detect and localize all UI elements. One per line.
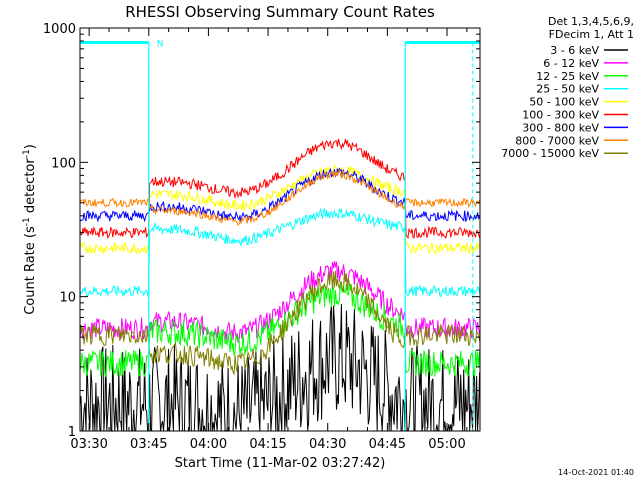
axis-layer: 1 10 100 1000 03:30 03:45 04:00 04:15 04:30 04:45…	[43, 22, 480, 452]
legend-header-line-2: FDecim 1, Att 1	[549, 28, 634, 41]
x-tick-label: 03:30	[70, 437, 107, 452]
legend-label-7: 300 - 800 keV	[522, 121, 599, 134]
series-line-4	[79, 207, 481, 298]
y-tick-label: 1	[68, 425, 76, 440]
series-line-9	[79, 270, 481, 376]
chart-title: RHESSI Observing Summary Count Rates	[125, 3, 435, 21]
legend-label-6: 100 - 300 keV	[522, 109, 599, 122]
generated-timestamp: 14-Oct-2021 01:40	[558, 468, 634, 477]
series-line-6	[79, 137, 481, 240]
legend-label-8: 800 - 7000 keV	[515, 134, 599, 147]
series-line-8	[79, 169, 481, 227]
legend-label-4: 25 - 50 keV	[536, 83, 599, 96]
legend-header-line-1: Det 1,3,4,5,6,9,	[548, 15, 634, 28]
x-tick-label: 04:15	[249, 437, 286, 452]
y-tick-label: 10	[59, 291, 76, 306]
series-line-3	[79, 281, 481, 379]
legend-label-9: 7000 - 15000 keV	[501, 147, 599, 160]
y-tick-label: 1000	[43, 22, 76, 37]
series-layer	[79, 137, 481, 433]
legend-label-5: 50 - 100 keV	[529, 96, 599, 109]
x-tick-label: 04:45	[369, 437, 406, 452]
legend-label-2: 6 - 12 keV	[543, 57, 599, 70]
n-flag-marker: N	[157, 39, 164, 49]
overlay-layer: N	[80, 39, 480, 431]
x-tick-label: 03:45	[130, 437, 167, 452]
y-tick-label: 100	[51, 156, 76, 171]
x-tick-label: 04:30	[309, 437, 346, 452]
y-axis-label: Count Rate (s-1 detector-1)	[22, 144, 38, 315]
legend-label-3: 12 - 25 keV	[536, 70, 599, 83]
legend: Det 1,3,4,5,6,9, FDecim 1, Att 1 3 - 6 k…	[501, 15, 634, 160]
series-line-1	[79, 303, 481, 433]
plot-frame	[79, 27, 481, 432]
x-axis-label: Start Time (11-Mar-02 03:27:42)	[175, 456, 386, 471]
legend-label-1: 3 - 6 keV	[550, 44, 599, 57]
x-tick-label: 04:00	[190, 437, 227, 452]
series-line-5	[79, 163, 480, 256]
x-tick-label: 05:00	[428, 437, 465, 452]
